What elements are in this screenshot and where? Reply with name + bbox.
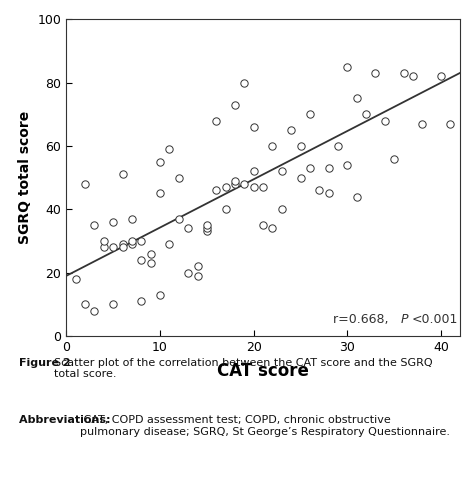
Point	[447, 120, 454, 128]
Point	[203, 221, 210, 229]
Y-axis label: SGRQ total score: SGRQ total score	[18, 111, 32, 244]
Point	[147, 250, 155, 257]
Point	[437, 72, 445, 80]
Point	[297, 174, 304, 181]
Point	[109, 300, 117, 308]
Point	[91, 307, 98, 314]
Point	[381, 117, 389, 124]
Point	[212, 117, 220, 124]
Text: Figure 2: Figure 2	[19, 358, 74, 368]
Point	[137, 237, 145, 245]
Point	[165, 240, 173, 248]
Text: CAT, COPD assessment test; COPD, chronic obstructive
pulmonary disease; SGRQ, St: CAT, COPD assessment test; COPD, chronic…	[80, 415, 450, 437]
X-axis label: CAT score: CAT score	[217, 362, 309, 380]
Point	[278, 168, 286, 175]
Point	[128, 240, 136, 248]
Point	[137, 297, 145, 305]
Text: <0.001: <0.001	[412, 313, 458, 326]
Point	[119, 170, 127, 178]
Point	[231, 180, 239, 188]
Point	[334, 142, 342, 150]
Point	[128, 237, 136, 245]
Point	[203, 225, 210, 232]
Point	[400, 69, 407, 77]
Point	[82, 180, 89, 188]
Point	[353, 95, 361, 102]
Point	[325, 190, 332, 197]
Point	[109, 218, 117, 226]
Point	[240, 180, 248, 188]
Point	[175, 174, 182, 181]
Point	[306, 110, 314, 118]
Point	[137, 256, 145, 264]
Text: P: P	[401, 313, 408, 326]
Point	[391, 155, 398, 162]
Point	[194, 272, 201, 280]
Point	[344, 63, 351, 71]
Point	[100, 243, 108, 251]
Point	[372, 69, 379, 77]
Point	[287, 126, 295, 134]
Point	[250, 168, 257, 175]
Point	[306, 164, 314, 172]
Point	[82, 300, 89, 308]
Point	[316, 186, 323, 194]
Point	[156, 190, 164, 197]
Point	[119, 243, 127, 251]
Point	[419, 120, 426, 128]
Point	[156, 291, 164, 299]
Point	[269, 142, 276, 150]
Point	[109, 243, 117, 251]
Point	[119, 240, 127, 248]
Point	[250, 123, 257, 131]
Point	[156, 158, 164, 166]
Point	[147, 259, 155, 267]
Point	[353, 193, 361, 201]
Point	[222, 183, 229, 191]
Point	[184, 269, 192, 276]
Point	[278, 205, 286, 213]
Point	[203, 228, 210, 235]
Point	[165, 145, 173, 153]
Point	[231, 101, 239, 108]
Text: Scatter plot of the correlation between the CAT score and the SGRQ
total score.: Scatter plot of the correlation between …	[54, 358, 432, 379]
Text: r=0.668,: r=0.668,	[333, 313, 393, 326]
Point	[409, 72, 417, 80]
Point	[194, 263, 201, 270]
Point	[91, 221, 98, 229]
Point	[100, 237, 108, 245]
Point	[250, 183, 257, 191]
Point	[72, 275, 80, 283]
Point	[231, 177, 239, 185]
Point	[212, 186, 220, 194]
Point	[175, 215, 182, 223]
Point	[184, 225, 192, 232]
Point	[259, 221, 267, 229]
Point	[362, 110, 370, 118]
Point	[240, 79, 248, 86]
Point	[128, 215, 136, 223]
Point	[222, 205, 229, 213]
Point	[297, 142, 304, 150]
Point	[344, 161, 351, 169]
Point	[269, 225, 276, 232]
Text: Abbreviations:: Abbreviations:	[19, 415, 114, 425]
Point	[325, 164, 332, 172]
Point	[259, 183, 267, 191]
